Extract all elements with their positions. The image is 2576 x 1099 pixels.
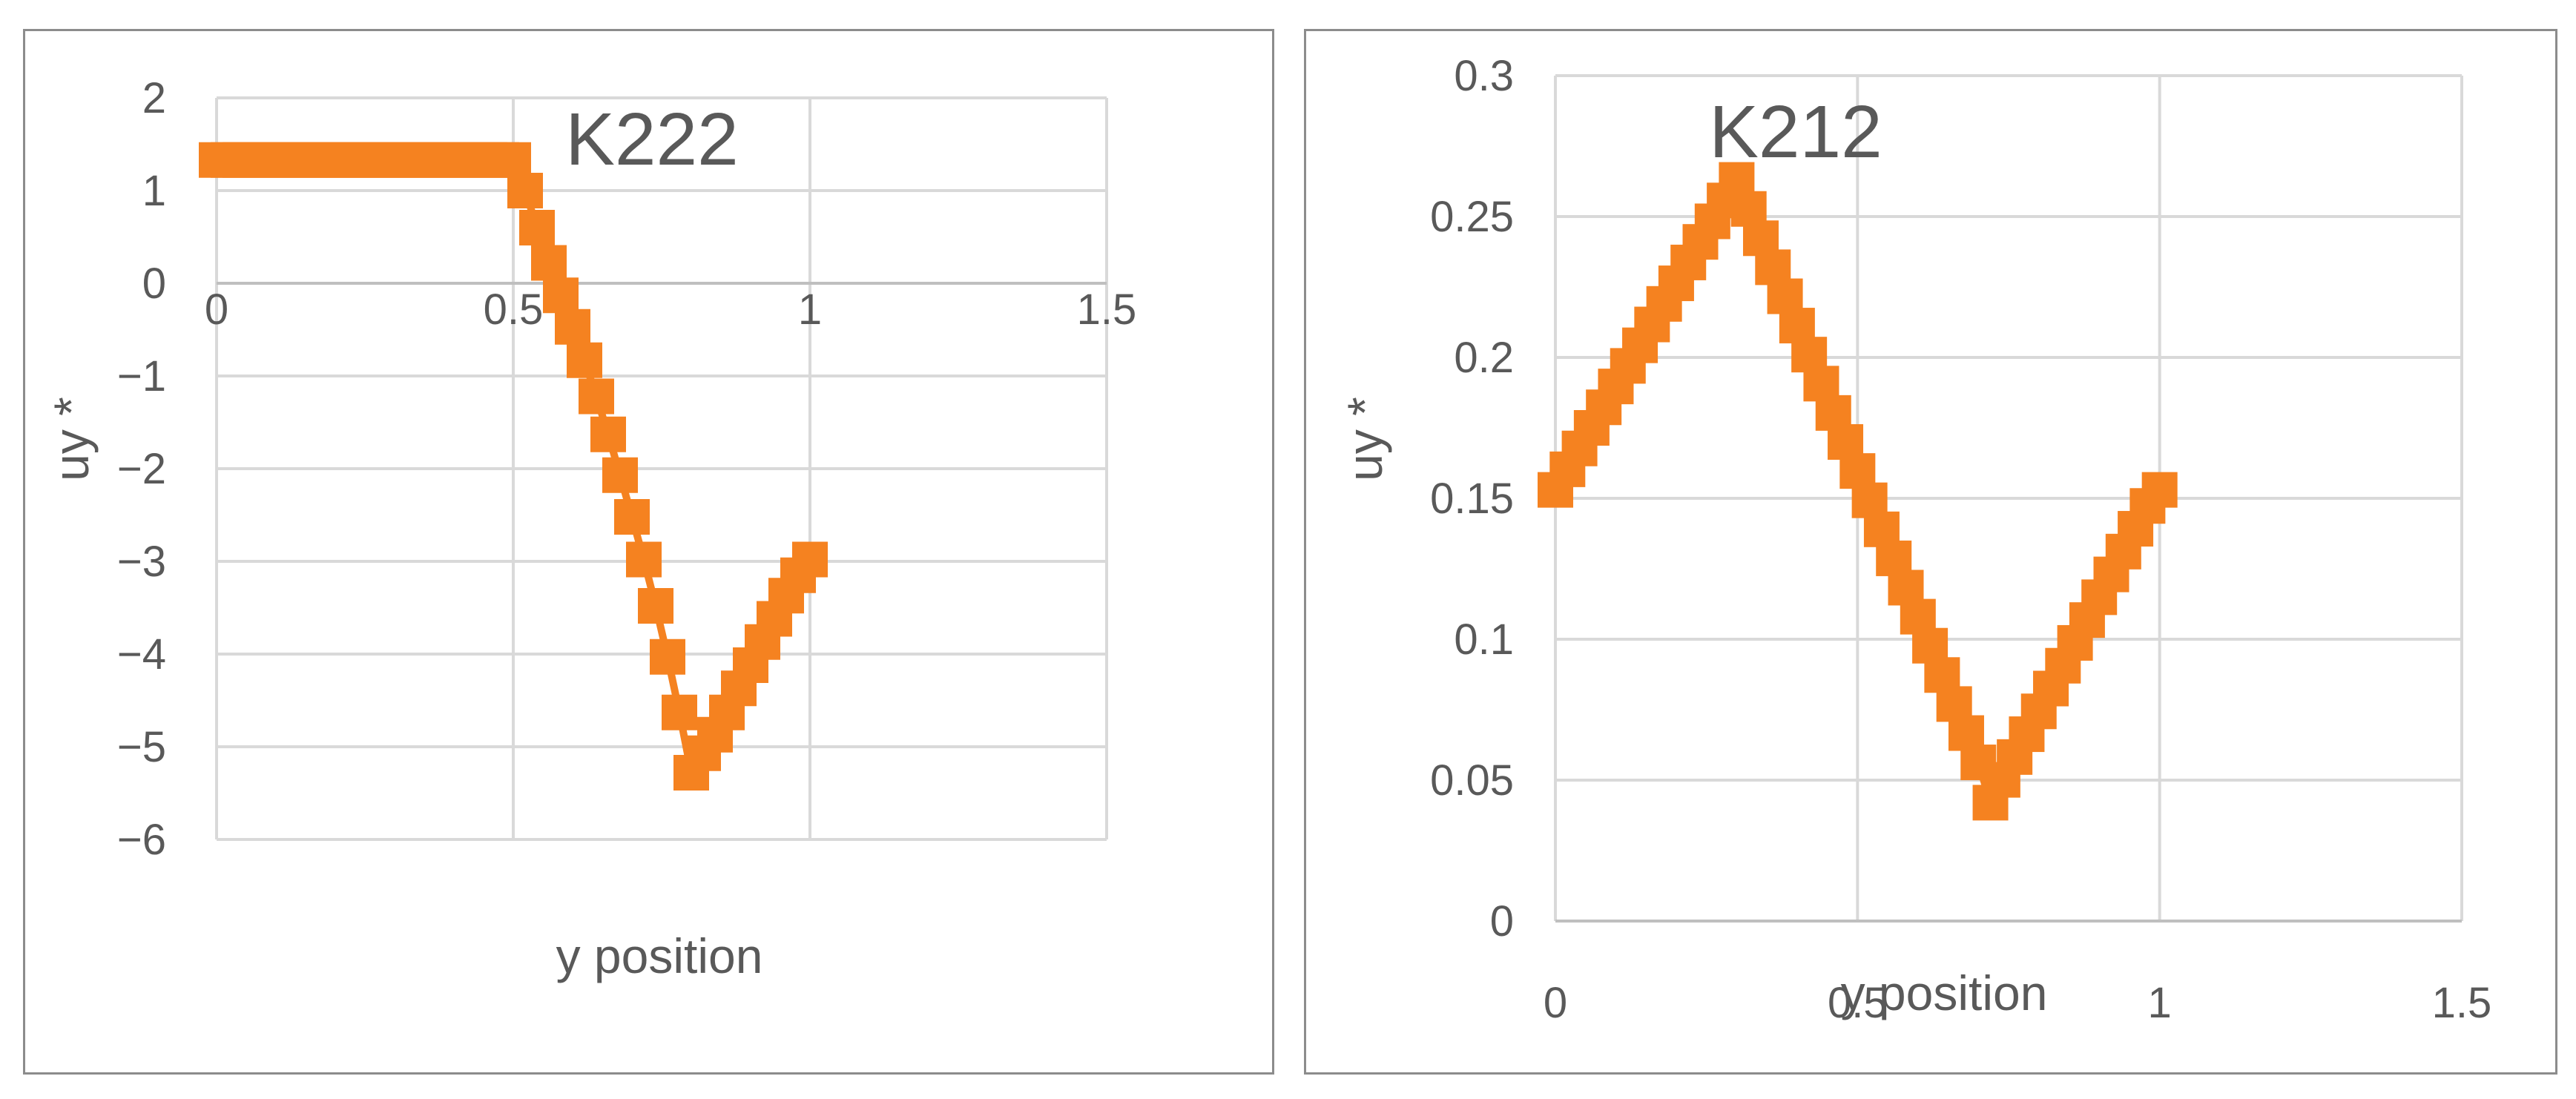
y-tick-label: 0 [142, 260, 166, 308]
y-tick-label: −1 [117, 352, 166, 400]
data-point [638, 588, 673, 624]
y-tick-label: −6 [117, 816, 166, 864]
y-tick-label: −2 [117, 445, 166, 493]
data-point [662, 694, 697, 730]
data-point [590, 416, 626, 452]
x-axis-title-k212: y position [1841, 966, 2048, 1020]
y-tick-label: 0 [1490, 897, 1514, 945]
data-point [507, 173, 543, 208]
data-point [626, 541, 662, 578]
chart-k212-canvas: 0 0.5 1 1.5 0.3 0.25 0.2 0.15 0.1 0.05 0 K212 y p… [1337, 52, 2492, 1027]
y-tick-label: 2 [142, 74, 166, 122]
data-point [602, 457, 638, 493]
x-tick-label: 1 [2148, 979, 2172, 1027]
data-point [2141, 472, 2178, 508]
x-tick-label: 1.5 [2432, 979, 2492, 1027]
y-axis-title-k212: uy * [1337, 397, 1392, 481]
x-tick-label: 1.5 [1077, 286, 1137, 334]
y-tick-label: −5 [117, 723, 166, 771]
chart-title-k212: K212 [1709, 90, 1882, 174]
data-point [543, 277, 579, 314]
x-tick-label: 0 [205, 286, 228, 334]
data-point [650, 638, 685, 675]
y-tick-label: 0.05 [1430, 756, 1514, 805]
data-point [792, 541, 828, 578]
chart-k222-canvas: 0 0.5 1 1.5 2 1 0 −1 −2 −3 −4 −5 −6 K222 y position… [44, 74, 1137, 983]
y-tick-label: −3 [117, 538, 166, 586]
data-point [495, 142, 531, 178]
chart-panel-k222: 0 0.5 1 1.5 2 1 0 −1 −2 −3 −4 −5 −6 K222 y position… [23, 29, 1274, 1075]
data-point [614, 499, 650, 535]
data-point [519, 210, 555, 245]
y-axis-title-k222: uy * [44, 397, 99, 481]
x-tick-label: 1 [798, 286, 822, 334]
chart-panel-k212: 0 0.5 1 1.5 0.3 0.25 0.2 0.15 0.1 0.05 0 K212 y p… [1304, 29, 2557, 1075]
y-tick-label: 0.3 [1454, 52, 1514, 100]
x-tick-label: 0 [1544, 979, 1567, 1027]
x-tick-label: 0.5 [484, 286, 544, 334]
data-point [579, 378, 614, 415]
y-tick-label: 0.25 [1430, 193, 1514, 241]
y-tick-label: −4 [117, 630, 166, 679]
chart-title-k222: K222 [565, 98, 739, 181]
data-point [531, 245, 567, 281]
x-axis-title-k222: y position [556, 928, 763, 983]
y-tick-label: 0.1 [1454, 615, 1514, 664]
data-point [567, 342, 602, 378]
y-tick-label: 1 [142, 167, 166, 215]
x-tick-label: 0.5 [1828, 979, 1888, 1027]
y-tick-label: 0.2 [1454, 334, 1514, 382]
data-point [555, 308, 590, 345]
y-tick-label: 0.15 [1430, 475, 1514, 523]
